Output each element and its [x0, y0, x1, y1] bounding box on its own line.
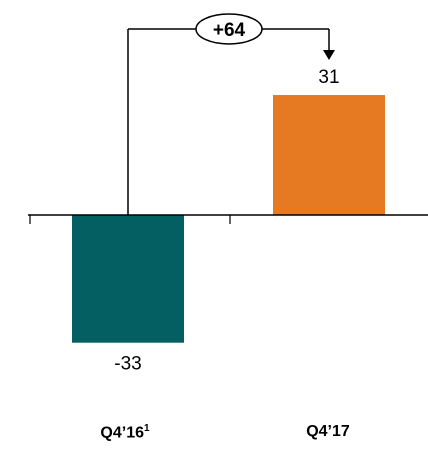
bars [72, 95, 385, 343]
difference-bubble [195, 13, 263, 45]
value-labels: -33 31 [114, 67, 339, 375]
bar-1 [273, 95, 385, 215]
difference-connector: +64 [127, 13, 335, 215]
difference-label: +64 [213, 20, 246, 41]
bar-0 [72, 215, 184, 343]
category-label-q4-16: Q4’161 [100, 423, 150, 442]
x-axis [28, 214, 428, 224]
value-label-1: 31 [318, 67, 339, 88]
value-label-0: -33 [114, 354, 141, 375]
connector-arrowhead [323, 50, 335, 60]
category-label-q4-17: Q4’17 [306, 423, 350, 440]
